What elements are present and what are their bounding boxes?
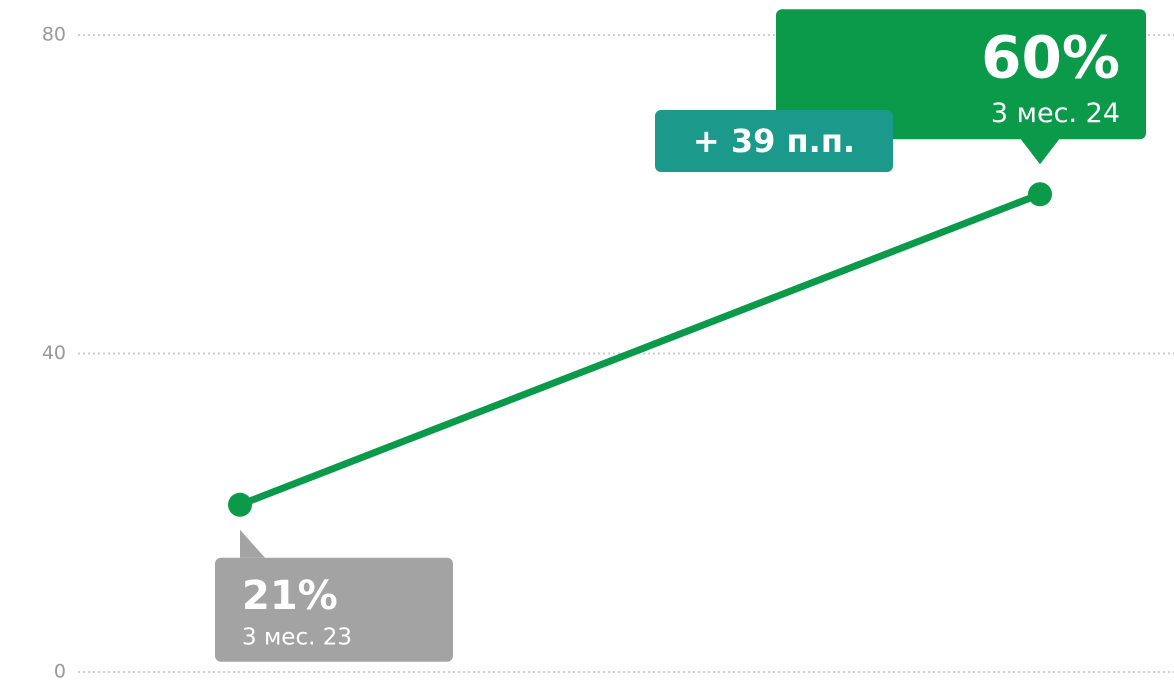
y-tick-label: 80	[42, 24, 66, 46]
callout	[215, 557, 453, 662]
y-tick-label: 40	[42, 342, 66, 364]
callout-pointer	[1020, 138, 1060, 165]
callout	[776, 9, 1146, 140]
point	[228, 492, 252, 517]
y-tick-label: 0	[54, 661, 66, 682]
category-label: 3 мес. 23	[242, 624, 352, 650]
point	[1028, 182, 1052, 207]
callout-pointer	[240, 529, 265, 558]
value-label: 60%	[981, 23, 1120, 91]
annotation: + 39 п.п.	[693, 122, 855, 160]
line	[236, 190, 1044, 509]
annotation-box	[655, 110, 893, 172]
category-label: 3 мес. 24	[991, 98, 1120, 129]
value-label: 21%	[242, 573, 338, 619]
